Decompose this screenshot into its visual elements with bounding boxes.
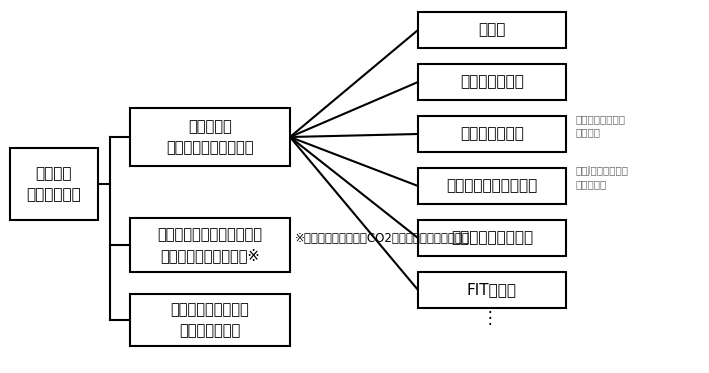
Text: エネルギー諸税: エネルギー諸税 [460, 126, 524, 141]
Text: 民間セクターによる
クレジット取引: 民間セクターによる クレジット取引 [171, 302, 250, 338]
Text: 省エネ法・高度化法: 省エネ法・高度化法 [451, 231, 533, 245]
Text: 政府による
カーボンプライシング: 政府による カーボンプライシング [166, 119, 254, 155]
Text: 証書・クレジット制度: 証書・クレジット制度 [447, 179, 537, 194]
Bar [418, 272, 566, 308]
Text: ※企業が独自に自社のCO2排出に対し、価格付け。: ※企業が独自に自社のCO2排出に対し、価格付け。 [295, 232, 470, 244]
Bar [418, 64, 566, 100]
Text: 炭素税: 炭素税 [479, 22, 506, 38]
Bar [130, 108, 290, 166]
Text: 排出量取引制度: 排出量取引制度 [460, 75, 524, 90]
Bar [418, 220, 566, 256]
Text: 例：石油石炭税、
揮発油税: 例：石油石炭税、 揮発油税 [576, 115, 626, 138]
Bar [418, 168, 566, 204]
Text: インターナル（企業内）・
カーボンプライシング※: インターナル（企業内）・ カーボンプライシング※ [157, 227, 262, 263]
Text: ⋮: ⋮ [481, 309, 498, 327]
Bar [130, 294, 290, 346]
Bar [418, 12, 566, 48]
Text: 例：Jクレジット、
非化石証書: 例：Jクレジット、 非化石証書 [576, 166, 629, 189]
Text: カーボン
プライシング: カーボン プライシング [27, 166, 82, 202]
Text: FIT賦課金: FIT賦課金 [467, 282, 517, 298]
Bar [418, 116, 566, 152]
Bar [10, 148, 98, 220]
Bar [130, 218, 290, 272]
